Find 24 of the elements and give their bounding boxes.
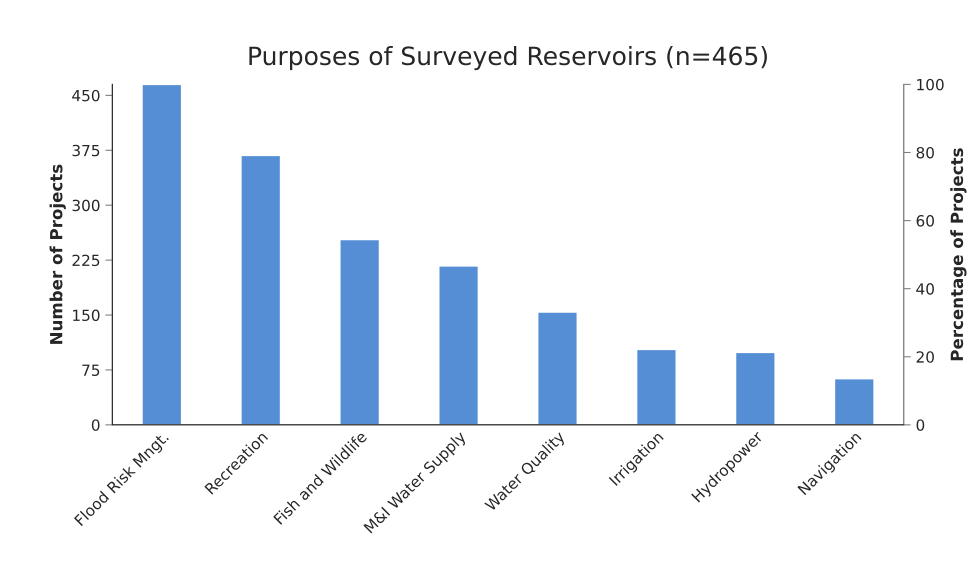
y2-tick-label: 100 bbox=[917, 78, 944, 90]
y-tick-label: 225 bbox=[72, 254, 100, 266]
y2-tick-label: 40 bbox=[916, 283, 934, 295]
y2-axis-title: Percentage of Projects bbox=[950, 148, 967, 360]
bar bbox=[636, 348, 677, 425]
bar bbox=[339, 238, 380, 425]
bar bbox=[537, 311, 578, 425]
y-tick-label: 0 bbox=[92, 419, 100, 431]
y-tick-label: 75 bbox=[82, 364, 100, 376]
bar bbox=[141, 84, 182, 425]
bar bbox=[734, 352, 776, 425]
y2-tick-label: 60 bbox=[916, 215, 934, 227]
bar bbox=[834, 378, 875, 425]
y-tick-label: 150 bbox=[73, 309, 100, 322]
chart-title: Purposes of Surveyed Reservoirs (n=465) bbox=[249, 46, 767, 70]
y-tick-label: 300 bbox=[72, 200, 100, 212]
y-tick-label: 375 bbox=[72, 144, 100, 156]
y2-tick-label: 0 bbox=[916, 419, 924, 431]
y2-tick-label: 80 bbox=[916, 146, 934, 159]
y-axis-title: Number of Projects bbox=[50, 164, 66, 344]
bar bbox=[240, 154, 282, 425]
y-tick-label: 450 bbox=[72, 90, 100, 102]
y2-tick-label: 20 bbox=[916, 351, 934, 363]
bar bbox=[438, 265, 480, 425]
